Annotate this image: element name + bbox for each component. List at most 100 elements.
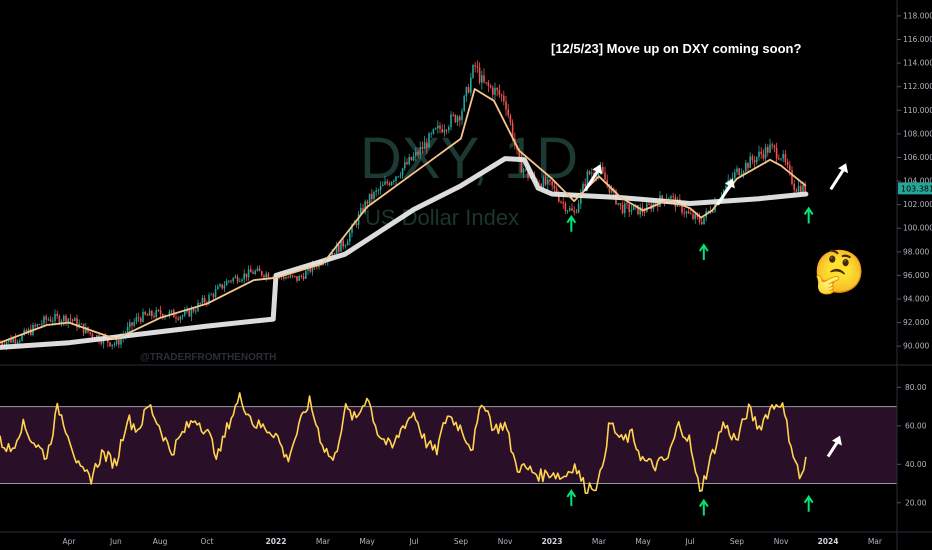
candle-body xyxy=(577,203,580,213)
candle-body xyxy=(111,344,113,347)
green-arrow-head-icon xyxy=(803,494,814,504)
candle-body xyxy=(131,322,133,326)
candle-body xyxy=(155,309,157,318)
candle-body xyxy=(527,169,529,178)
candle-body xyxy=(793,183,795,190)
candle-body xyxy=(148,310,151,316)
time-tick-label: Mar xyxy=(592,537,607,546)
candle-body xyxy=(797,186,800,192)
candle-body xyxy=(778,158,780,160)
candle-body xyxy=(360,207,362,215)
candle-body xyxy=(538,183,540,185)
candle-body xyxy=(393,180,395,183)
candle-body xyxy=(529,177,531,179)
candle-body xyxy=(5,341,8,347)
candle-body xyxy=(701,221,703,225)
sma-line xyxy=(0,156,809,350)
candle-body xyxy=(575,212,578,214)
candle-body xyxy=(25,330,28,334)
candle-body xyxy=(212,294,215,297)
candle-body xyxy=(190,308,193,317)
candle-body xyxy=(67,318,69,324)
candle-body xyxy=(481,75,483,83)
candle-body xyxy=(518,149,520,158)
green-arrow-head-icon xyxy=(566,214,577,224)
candle-body xyxy=(184,311,186,316)
rsi-panel xyxy=(0,392,807,494)
candle-body xyxy=(294,276,296,277)
candle-body xyxy=(646,203,648,213)
candle-body xyxy=(109,342,111,347)
candle-body xyxy=(203,297,206,303)
green-arrow-head-icon xyxy=(698,243,709,252)
candle-body xyxy=(142,311,144,322)
candle-body xyxy=(56,313,58,317)
rsi-tick-label: 80.00 xyxy=(905,383,927,392)
candle-body xyxy=(564,203,567,212)
time-tick-label: Oct xyxy=(201,537,214,546)
candle-body xyxy=(780,158,782,160)
candle-body xyxy=(745,162,747,172)
candle-body xyxy=(357,214,360,225)
candle-body xyxy=(223,285,226,289)
candle-body xyxy=(91,333,94,338)
candle-body xyxy=(181,315,184,317)
candle-body xyxy=(470,77,472,93)
time-tick-label: 2024 xyxy=(818,537,839,546)
candle-body xyxy=(368,193,371,204)
candle-body xyxy=(707,210,710,212)
time-tick-label: May xyxy=(635,537,651,546)
candle-body xyxy=(60,321,63,324)
candle-body xyxy=(742,171,745,174)
candle-body xyxy=(428,133,430,148)
time-tick-label: Sep xyxy=(730,537,744,546)
candle-body xyxy=(338,245,340,252)
candle-body xyxy=(291,275,294,277)
candle-body xyxy=(302,276,305,279)
time-tick-label: 2023 xyxy=(542,537,563,546)
candle-body xyxy=(712,211,714,213)
candle-body xyxy=(146,314,149,316)
candle-body xyxy=(747,162,749,168)
candle-body xyxy=(52,321,54,322)
candle-body xyxy=(683,212,685,214)
candle-body xyxy=(613,188,615,191)
candle-body xyxy=(243,273,245,280)
last-price-tag xyxy=(898,182,932,195)
candle-body xyxy=(562,202,564,204)
time-tick-label: Aug xyxy=(153,537,168,546)
candle-body xyxy=(758,151,760,157)
candle-body xyxy=(571,208,573,211)
candle-body xyxy=(738,168,740,175)
candle-body xyxy=(648,203,650,205)
candle-body xyxy=(36,324,39,327)
candle-body xyxy=(351,224,353,233)
candle-body xyxy=(206,302,208,304)
candle-body xyxy=(71,319,74,321)
candle-body xyxy=(734,172,736,179)
candle-body xyxy=(344,245,347,247)
candle-body xyxy=(346,241,349,246)
candle-body xyxy=(159,310,162,315)
candle-body xyxy=(234,276,237,279)
candle-body xyxy=(505,101,507,110)
candle-body xyxy=(342,240,344,247)
candle-body xyxy=(364,201,366,213)
price-tick-label: 90.000 xyxy=(903,342,929,351)
candle-body xyxy=(316,266,318,268)
candle-body xyxy=(261,271,263,276)
candle-body xyxy=(241,279,243,281)
candle-body xyxy=(632,205,635,211)
candle-body xyxy=(472,65,474,78)
candle-body xyxy=(151,310,153,317)
candle-body xyxy=(415,151,417,157)
candle-body xyxy=(456,116,459,122)
candle-body xyxy=(478,67,481,83)
candle-body xyxy=(698,216,701,222)
candle-body xyxy=(210,294,212,296)
candle-body xyxy=(454,114,457,122)
candle-body xyxy=(804,184,806,192)
candle-body xyxy=(129,322,131,328)
candle-body xyxy=(786,162,789,166)
